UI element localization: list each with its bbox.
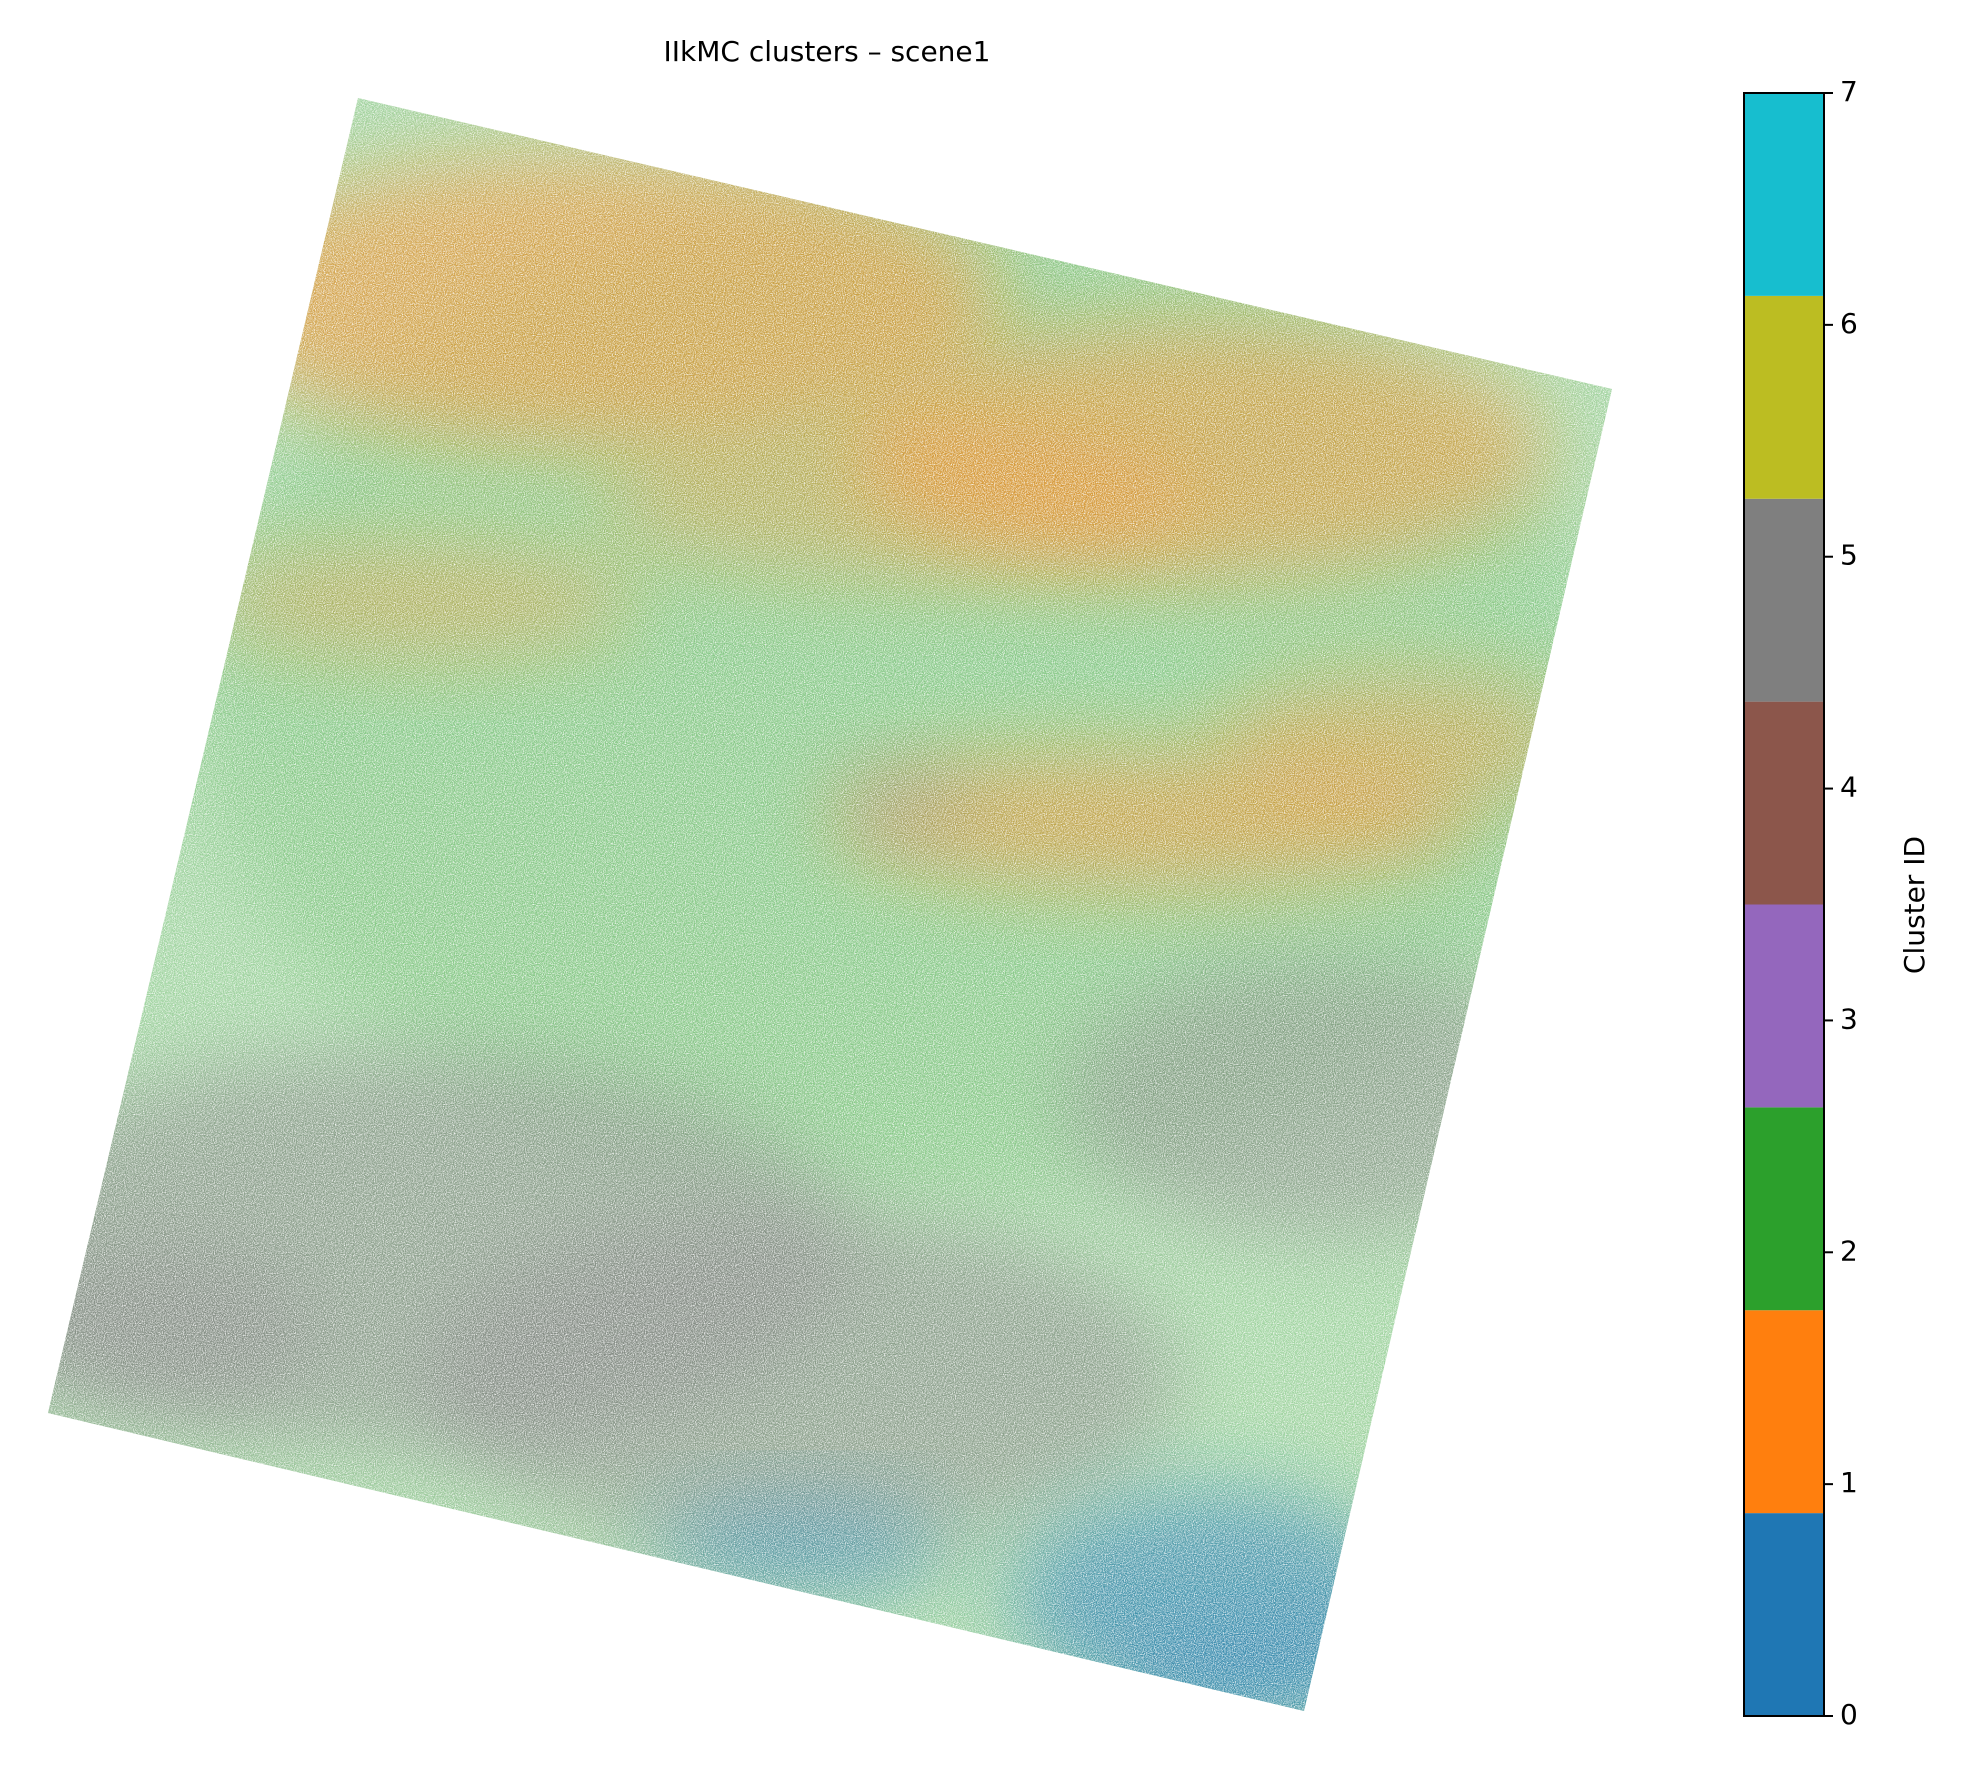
colorbar-segment xyxy=(1744,93,1824,296)
colorbar-segment xyxy=(1744,701,1824,905)
colorbar-segment xyxy=(1744,1107,1824,1311)
colorbar-tick-label: 7 xyxy=(1840,75,1858,108)
colorbar-tick-label: 3 xyxy=(1840,1002,1858,1035)
colorbar-tick-label: 4 xyxy=(1840,771,1858,804)
colorbar-tick-label: 5 xyxy=(1840,539,1858,572)
colorbar-label: Cluster ID xyxy=(1898,836,1931,974)
colorbar-tick-label: 2 xyxy=(1840,1234,1858,1267)
colorbar-frame xyxy=(1743,92,1825,1717)
colorbar-segment xyxy=(1744,1310,1824,1514)
colorbar-tick-label: 1 xyxy=(1840,1466,1858,1499)
colorbar-segment xyxy=(1744,1513,1824,1716)
colorbar-tick-label: 6 xyxy=(1840,307,1858,340)
colorbar-segment xyxy=(1744,295,1824,499)
chart-title: IIkMC clusters – scene1 xyxy=(664,35,991,68)
colorbar-segment xyxy=(1744,904,1824,1108)
colorbar-tick-label: 0 xyxy=(1840,1698,1858,1731)
colorbar: 0 1 2 3 4 5 6 7 xyxy=(1743,75,1858,1731)
colorbar-segment xyxy=(1744,498,1824,702)
